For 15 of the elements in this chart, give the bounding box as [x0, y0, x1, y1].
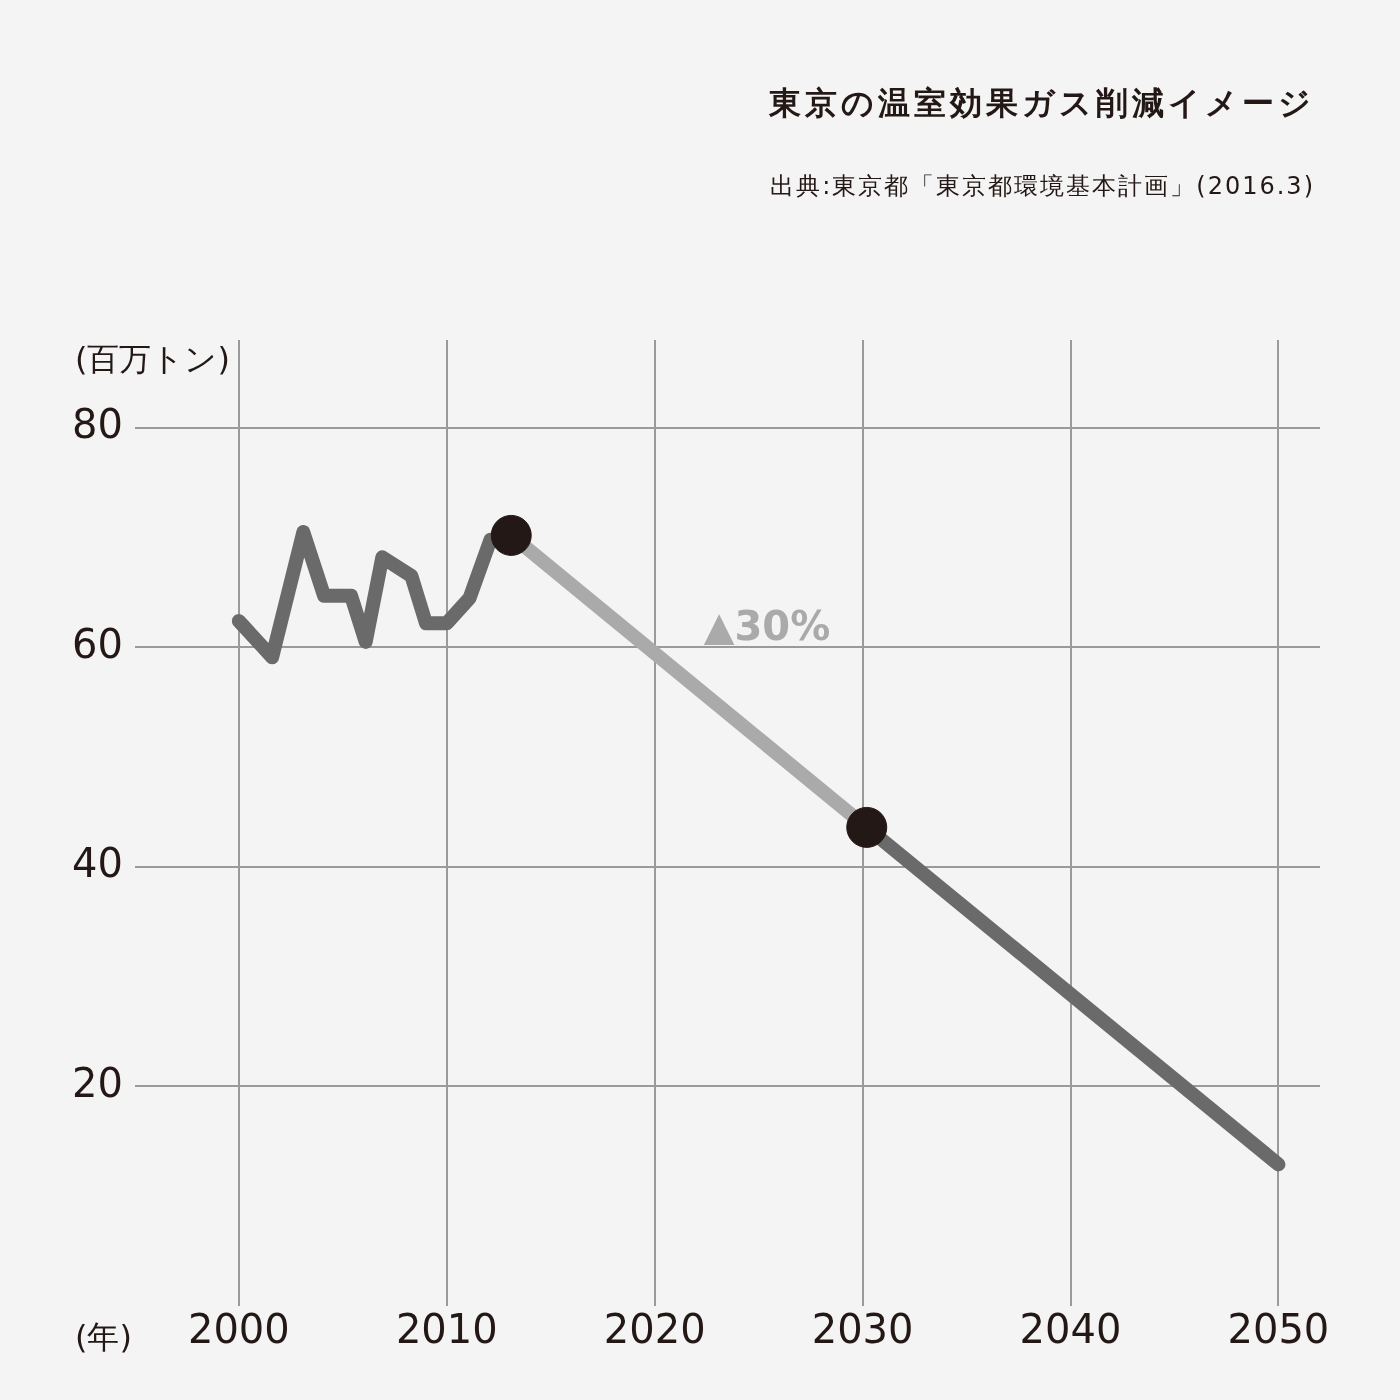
x-tick-label: 2020 [603, 1306, 706, 1353]
y-axis-title: (百万トン) [75, 340, 230, 379]
y-tick-label: 80 [71, 401, 123, 448]
annotation: ▲30% [703, 603, 831, 650]
x-tick-label: 2040 [1019, 1306, 1122, 1353]
source-note: 出典:東京都「東京都環境基本計画」(2016.3) [770, 171, 1315, 202]
y-tick-label: 20 [71, 1059, 123, 1106]
x-tick-label: 2030 [811, 1306, 914, 1353]
y-tick-label: 60 [71, 620, 123, 667]
y-tick-label: 40 [71, 840, 123, 887]
chart-title: 東京の温室効果ガス削減イメージ [769, 83, 1315, 124]
x-tick-label: 2000 [187, 1306, 290, 1353]
x-axis-title: (年) [75, 1318, 132, 1357]
x-tick-label: 2010 [395, 1306, 498, 1353]
x-tick-label: 2050 [1227, 1306, 1330, 1353]
